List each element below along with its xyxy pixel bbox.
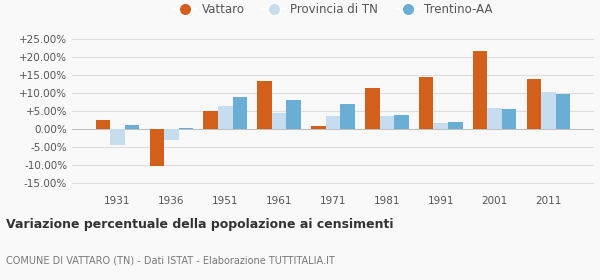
Bar [110, 129, 125, 145]
Bar [164, 129, 179, 140]
Bar [125, 125, 139, 129]
Bar [380, 116, 394, 129]
Legend: Vattaro, Provincia di TN, Trentino-AA: Vattaro, Provincia di TN, Trentino-AA [169, 0, 497, 21]
Bar [556, 94, 570, 129]
Bar [286, 100, 301, 129]
Bar [218, 106, 233, 129]
Bar [272, 113, 286, 129]
Bar [96, 120, 110, 129]
Bar [233, 97, 247, 129]
Bar [527, 79, 541, 129]
Bar [433, 123, 448, 129]
Bar [541, 92, 556, 129]
Bar [419, 77, 433, 129]
Bar [311, 126, 326, 129]
Bar [448, 122, 463, 129]
Bar [340, 104, 355, 129]
Bar [149, 129, 164, 166]
Bar [326, 116, 340, 129]
Bar [179, 128, 193, 129]
Bar [473, 51, 487, 129]
Text: Variazione percentuale della popolazione ai censimenti: Variazione percentuale della popolazione… [6, 218, 394, 231]
Bar [203, 111, 218, 129]
Bar [487, 108, 502, 129]
Bar [365, 88, 380, 129]
Bar [502, 109, 517, 129]
Bar [394, 115, 409, 129]
Bar [257, 81, 272, 129]
Text: COMUNE DI VATTARO (TN) - Dati ISTAT - Elaborazione TUTTITALIA.IT: COMUNE DI VATTARO (TN) - Dati ISTAT - El… [6, 255, 335, 265]
